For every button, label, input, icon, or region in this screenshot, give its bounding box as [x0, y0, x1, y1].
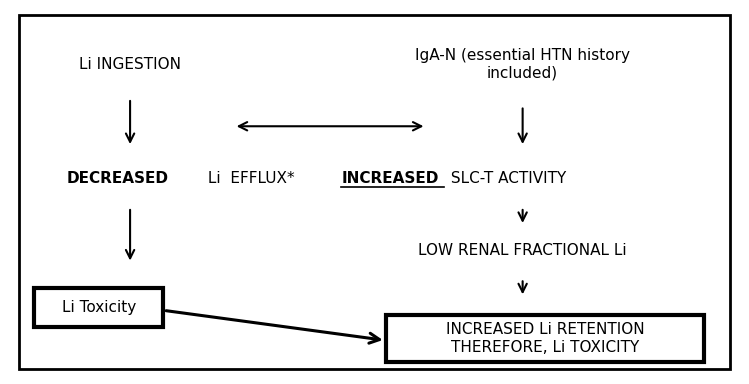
Text: LOW RENAL FRACTIONAL Li: LOW RENAL FRACTIONAL Li — [419, 243, 627, 258]
Text: Li  EFFLUX*: Li EFFLUX* — [203, 171, 294, 186]
Bar — [34, 288, 163, 327]
Text: INCREASED Li RETENTION
THEREFORE, Li TOXICITY: INCREASED Li RETENTION THEREFORE, Li TOX… — [446, 322, 644, 355]
Text: Li INGESTION: Li INGESTION — [79, 57, 181, 72]
Text: SLC-T ACTIVITY: SLC-T ACTIVITY — [446, 171, 565, 186]
Text: IgA-N (essential HTN history
included): IgA-N (essential HTN history included) — [415, 48, 630, 81]
Text: Li Toxicity: Li Toxicity — [62, 300, 136, 315]
Text: INCREASED: INCREASED — [342, 171, 439, 186]
Text: DECREASED: DECREASED — [67, 171, 169, 186]
Bar — [386, 315, 704, 362]
